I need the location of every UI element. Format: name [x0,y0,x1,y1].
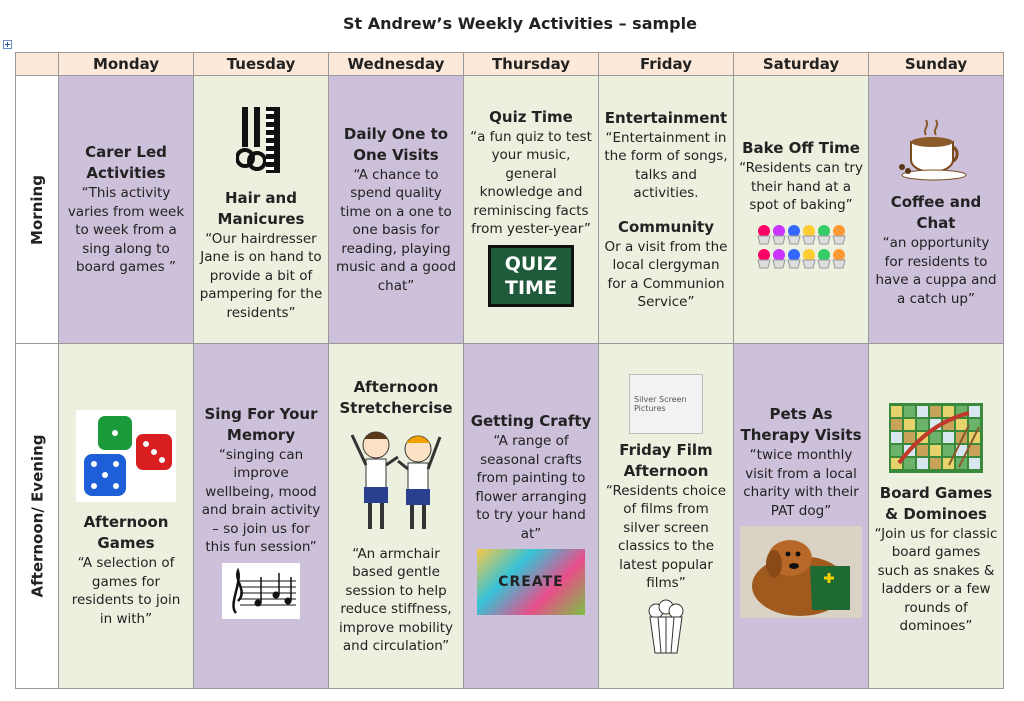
activity-cell: Pets As Therapy Visits “twice monthly vis… [733,343,869,689]
activity-cell: Quiz Time “a fun quiz to test your music,… [463,75,599,344]
row-label-cell: Morning [15,75,59,344]
activity-cell: Carer Led Activities “This activity varie… [58,75,194,344]
activity-text: “Entertainment in the form of songs, tal… [604,129,728,202]
activity-title: Getting Crafty [470,412,592,430]
activity-text: “An armchair based gentle session to hel… [338,545,454,655]
activity-text: “Residents can try their hand at a spot … [739,160,863,214]
activity-text: “an opportunity for residents to have a … [875,235,997,307]
row-label: Afternoon/ Evening [28,434,47,598]
activity-title: Hair and Manicures [217,188,305,228]
create-picture: CREATE [477,549,585,615]
picture [346,425,446,539]
corner-cell [15,52,59,76]
activity-text: “Residents choice of films from silver s… [605,482,727,592]
day-header: Tuesday [193,52,329,76]
activity-title: Coffee and Chat [890,193,982,232]
activity-title: Community [617,217,715,236]
activity-cell: Board Games & Dominoes “Join us for class… [868,343,1004,689]
picture [740,526,862,622]
row-label-cell: Afternoon/ Evening [15,343,59,689]
activity-title: Entertainment [604,108,728,127]
activity-title: Board Games & Dominoes [879,483,993,523]
activity-text: “Our hairdresser Jane is on hand to prov… [199,230,323,321]
title: St Andrew’s Weekly Activities – sample [343,14,697,33]
picture [235,103,286,182]
activity-text: “A chance to spend quality time on a one… [335,166,457,294]
activity-text: “twice monthly visit from a local charit… [743,447,859,519]
activity-title: Carer Led Activities [85,143,167,183]
picture [896,117,976,186]
activity-text: “A selection of games for residents to j… [71,555,181,627]
day-header: Saturday [733,52,869,76]
picture [644,599,688,659]
activity-text: “a fun quiz to test your music, general … [470,128,592,238]
activity-text: “A range of seasonal crafts from paintin… [475,433,587,542]
activity-title: Daily One to One Visits [343,124,449,164]
activity-text: “singing can improve wellbeing, mood and… [201,446,321,556]
activity-cell: Silver Screen Pictures Friday Film Aftern… [598,343,734,689]
activity-cell: Afternoon Stretchercise “An armchair base… [328,343,464,689]
activity-cell: Daily One to One Visits “A chance to spen… [328,75,464,344]
picture [76,410,176,506]
day-header: Friday [598,52,734,76]
activity-title: Afternoon Games [83,513,169,552]
activity-cell: Sing For Your Memory “singing can improve… [193,343,329,689]
activity-title: Sing For Your Memory [204,404,318,444]
activity-title: Bake Off Time [742,139,860,158]
day-header: Thursday [463,52,599,76]
activity-cell: Bake Off Time “Residents can try their ha… [733,75,869,344]
activity-title: Afternoon Stretchercise [339,377,453,417]
activity-text: “Join us for classic board games such as… [874,525,998,635]
activity-title: Friday Film Afternoon [619,440,713,480]
activity-cell: Entertainment “Entertainment in the form … [598,75,734,344]
activity-cell: Afternoon Games “A selection of games for… [58,343,194,689]
activity-text: Or a visit from the local clergyman for … [604,238,728,311]
activity-title: Quiz Time [489,107,573,126]
quiz-picture: QUIZ TIME [488,244,574,307]
picture [756,221,846,275]
activity-title: Pets As Therapy Visits [740,405,862,444]
activity-text: “This activity varies from week to week … [67,185,185,276]
day-header: Wednesday [328,52,464,76]
picture [889,402,983,477]
day-header: Monday [58,52,194,76]
activity-cell: Hair and Manicures “Our hairdresser Jane … [193,75,329,344]
activity-cell: Getting Crafty “A range of seasonal craft… [463,343,599,689]
activity-cell: Coffee and Chat “an opportunity for resid… [868,75,1004,344]
picture [222,562,300,623]
row-label: Morning [28,174,46,245]
move-handle [3,40,12,49]
day-header: Sunday [868,52,1004,76]
film-picture: Silver Screen Pictures [629,373,703,434]
